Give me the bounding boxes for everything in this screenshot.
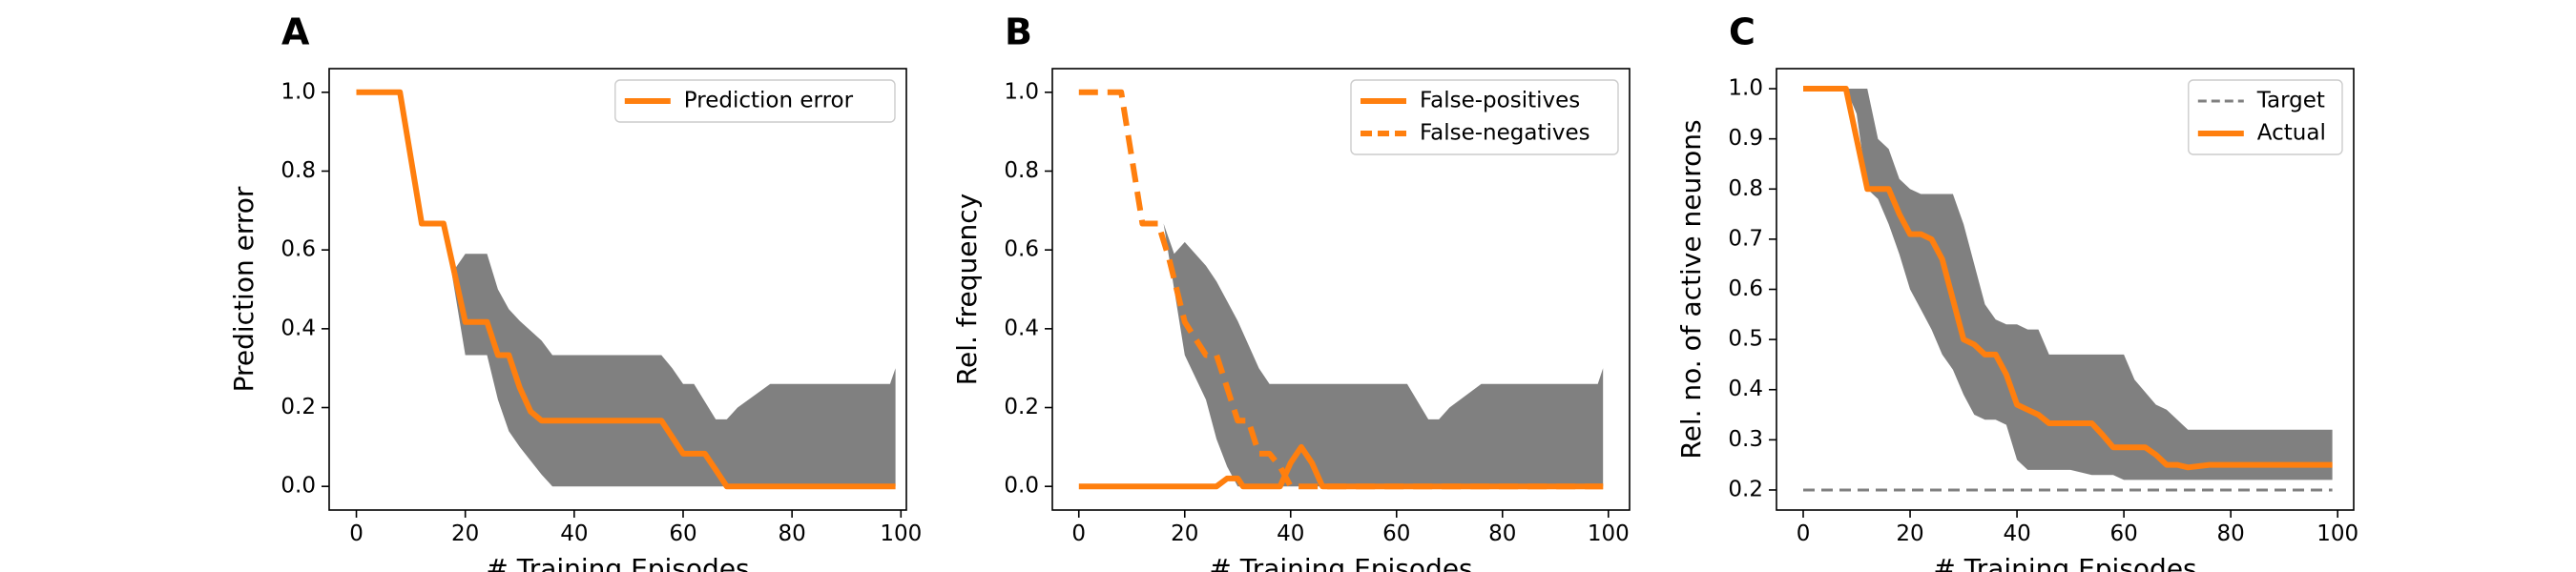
x-tick-label: 100	[2316, 521, 2358, 546]
series-line-actual	[1803, 86, 2333, 471]
x-tick-label: 20	[451, 521, 479, 546]
x-tick-label: 80	[2217, 521, 2245, 546]
legend: Prediction error	[614, 79, 896, 123]
x-axis-label: # Training Episodes	[486, 553, 749, 572]
legend-box	[1350, 79, 1619, 155]
x-tick-label: 0	[1071, 521, 1086, 546]
y-tick-label: 0.0	[280, 474, 316, 499]
y-axis-label: Rel. no. of active neurons	[1675, 119, 1707, 459]
x-axis-label: # Training Episodes	[1933, 553, 2196, 572]
y-tick-label: 0.7	[1728, 226, 1763, 251]
y-tick-label: 0.2	[280, 395, 316, 419]
y-tick-label: 0.4	[1004, 316, 1039, 340]
x-tick-label: 80	[779, 521, 806, 546]
plot-frame	[328, 68, 907, 511]
y-tick-label: 0.8	[1004, 158, 1039, 183]
panel-letter: A	[281, 11, 310, 53]
legend-label: False-positives	[1420, 89, 1580, 113]
x-tick-label: 60	[669, 521, 696, 546]
series-line-prediction-error	[356, 89, 896, 490]
legend: Target Actual	[2188, 79, 2343, 155]
panel-letter: B	[1005, 11, 1032, 53]
y-tick-label: 0.6	[1728, 276, 1763, 301]
chart-panel-c: C 0 20 40 60 80 100 0.2 0.3 0.4 0.5 0.6 0.7 0.8 0.9 1.0…	[1675, 11, 2358, 572]
legend-label: Actual	[2257, 121, 2326, 146]
variability-band	[1078, 92, 1604, 487]
y-tick-label: 0.9	[1728, 126, 1763, 151]
legend: False-positives False-negatives	[1350, 79, 1619, 155]
legend-box	[614, 79, 896, 123]
series-line-false-negatives	[1078, 89, 1604, 490]
panel-letter: C	[1729, 11, 1755, 53]
legend-label: Prediction error	[684, 89, 854, 113]
chart-panel-b: B 0 20 40 60 80 100 0.0 0.2 0.4 0.6 0.8 1.0 # Trainin…	[951, 11, 1631, 572]
x-tick-label: 100	[1588, 521, 1630, 546]
chart-panel-a: A 0 20 40 60 80 100 0.0 0.2 0.4 0.6 0.8 1.0 # Trainin…	[228, 11, 922, 572]
y-tick-label: 1.0	[280, 79, 316, 104]
y-tick-label: 1.0	[1728, 76, 1763, 101]
x-tick-label: 20	[1171, 521, 1198, 546]
x-tick-label: 40	[2003, 521, 2030, 546]
y-tick-label: 0.0	[1004, 474, 1039, 499]
y-tick-label: 0.3	[1728, 427, 1763, 452]
y-tick-label: 0.5	[1728, 327, 1763, 352]
variability-band	[356, 92, 896, 487]
y-tick-label: 0.6	[1004, 237, 1039, 262]
y-axis-label: Prediction error	[228, 186, 260, 392]
y-tick-label: 0.2	[1728, 477, 1763, 501]
x-tick-label: 40	[560, 521, 588, 546]
y-axis-label: Rel. frequency	[951, 194, 983, 385]
legend-label: Target	[2256, 89, 2325, 113]
y-tick-label: 0.2	[1004, 395, 1039, 419]
y-tick-label: 0.8	[280, 158, 316, 183]
legend-label: False-negatives	[1420, 121, 1590, 146]
y-tick-label: 0.8	[1728, 176, 1763, 201]
x-tick-label: 0	[349, 521, 364, 546]
y-tick-label: 0.4	[1728, 377, 1763, 401]
y-tick-label: 0.4	[280, 316, 316, 340]
x-tick-label: 80	[1488, 521, 1516, 546]
x-tick-label: 0	[1797, 521, 1811, 546]
x-axis-label: # Training Episodes	[1209, 553, 1472, 572]
variability-band	[1803, 89, 2333, 480]
y-tick-label: 1.0	[1004, 79, 1039, 104]
plot-frame	[1051, 68, 1631, 511]
x-tick-label: 100	[880, 521, 922, 546]
x-tick-label: 40	[1277, 521, 1304, 546]
x-tick-label: 60	[2109, 521, 2137, 546]
x-tick-label: 20	[1896, 521, 1923, 546]
y-tick-label: 0.6	[280, 237, 316, 262]
x-tick-label: 60	[1382, 521, 1410, 546]
